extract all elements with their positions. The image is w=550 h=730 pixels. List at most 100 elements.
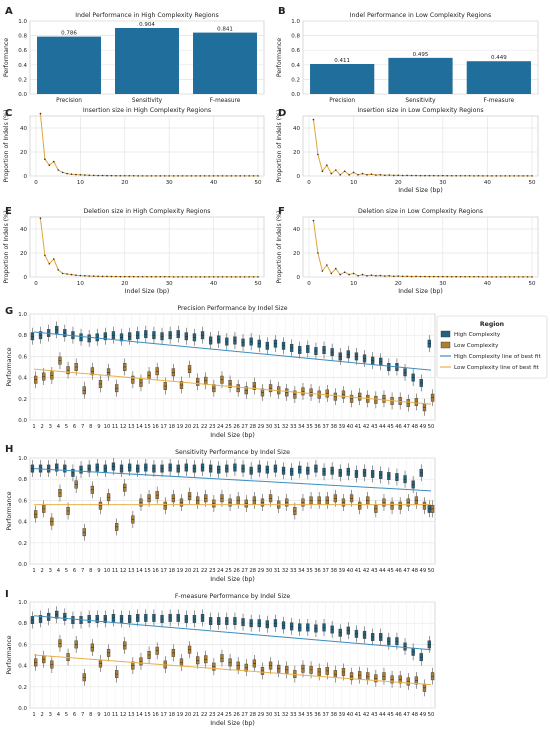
y-tick-label: 40 — [20, 126, 27, 132]
y-tick-label: 0.4 — [18, 664, 27, 670]
x-tick-label: 21 — [193, 712, 200, 718]
x-tick-label: 10 — [104, 424, 111, 430]
legend-item-label: Low Complexity — [454, 343, 499, 349]
plot-area — [29, 216, 265, 278]
data-point — [57, 269, 59, 271]
x-tick-label: 35 — [306, 424, 313, 430]
x-tick-label: 36 — [314, 568, 321, 574]
data-point — [190, 276, 193, 278]
data-point — [375, 275, 377, 277]
bar — [388, 57, 453, 94]
x-axis-label: Indel Size (bp) — [398, 187, 443, 194]
x-tick-label: 13 — [128, 424, 135, 430]
data-point — [177, 276, 179, 278]
panel-letter: E — [5, 206, 12, 217]
x-tick-label: 1 — [32, 424, 35, 430]
x-tick-label: 0 — [307, 281, 311, 287]
data-point — [163, 175, 166, 177]
y-tick-label: 1.0 — [18, 600, 27, 606]
x-tick-label: 2 — [40, 424, 43, 430]
y-tick-label: 0 — [24, 174, 28, 180]
legend-item-label: Low Complexity line of best fit — [454, 365, 540, 371]
data-point — [334, 267, 337, 270]
x-tick-label: 21 — [193, 568, 200, 574]
bar-value-label: 0.449 — [491, 55, 507, 61]
y-tick-label: 0.2 — [18, 685, 27, 691]
x-tick-label: 26 — [233, 568, 240, 574]
data-point — [410, 275, 413, 278]
data-point — [433, 275, 435, 278]
data-point — [397, 174, 400, 177]
x-axis-label: Indel Size (bp) — [210, 720, 255, 727]
x-tick-label: 14 — [136, 424, 143, 430]
x-tick-label: 20 — [121, 180, 128, 186]
data-point — [44, 254, 46, 257]
data-point — [348, 174, 350, 176]
y-tick-label: 1.0 — [291, 19, 300, 25]
data-point — [248, 175, 250, 177]
data-point — [495, 276, 498, 278]
data-point — [146, 175, 148, 177]
y-tick-label: 0.4 — [18, 63, 27, 69]
bar — [310, 63, 375, 94]
data-point — [522, 276, 524, 278]
x-tick-label: 11 — [112, 424, 119, 430]
data-point — [343, 170, 346, 172]
y-tick-label: 0.0 — [18, 92, 27, 98]
y-tick-label: 0.8 — [291, 34, 300, 40]
x-tick-label: 37 — [322, 568, 329, 574]
x-tick-label: 29 — [258, 712, 265, 718]
plot-area — [29, 457, 436, 565]
panel-title: Sensitivity Performance by Indel Size — [175, 449, 290, 456]
panel-letter: D — [278, 108, 286, 119]
data-point — [79, 274, 82, 277]
data-point — [252, 175, 255, 177]
data-point — [330, 172, 333, 175]
data-point — [495, 175, 498, 177]
legend-swatch — [440, 341, 451, 349]
data-point — [101, 275, 104, 278]
x-tick-label: 20 — [185, 424, 192, 430]
x-tick-label: 27 — [241, 568, 248, 574]
data-point — [317, 252, 319, 254]
data-point — [446, 174, 449, 177]
data-point — [92, 275, 95, 277]
data-point — [504, 175, 507, 177]
x-tick-label: 23 — [209, 424, 216, 430]
bar-value-label: 0.786 — [61, 31, 77, 37]
x-tick-label: 43 — [371, 712, 378, 718]
x-tick-label: 48 — [411, 712, 418, 718]
x-tick-label: 9 — [97, 712, 100, 718]
data-point — [97, 174, 99, 177]
y-tick-label: 20 — [293, 150, 300, 156]
data-point — [212, 175, 215, 177]
x-tick-label: 18 — [168, 424, 175, 430]
data-point — [357, 174, 359, 176]
x-tick-label: 47 — [403, 568, 410, 574]
data-point — [415, 174, 417, 177]
y-tick-label: 0.2 — [18, 77, 27, 83]
data-point — [526, 175, 529, 177]
x-tick-label: 38 — [330, 712, 337, 718]
x-tick-label: 41 — [355, 424, 362, 430]
data-point — [159, 175, 162, 177]
x-tick-label: 41 — [355, 568, 362, 574]
data-point — [491, 175, 493, 177]
panel-title: Precision Performance by Indel Size — [177, 305, 287, 312]
x-tick-label: Precision — [329, 98, 355, 104]
bar — [115, 28, 179, 95]
data-point — [392, 174, 395, 177]
x-tick-label: 22 — [201, 568, 208, 574]
data-point — [88, 275, 91, 277]
data-point — [517, 276, 520, 278]
data-point — [499, 175, 502, 177]
y-tick-label: 0.6 — [18, 354, 27, 360]
data-point — [168, 175, 170, 177]
data-point — [339, 174, 342, 176]
data-point — [433, 174, 435, 177]
y-axis-label: Proportion of Indels (%) — [3, 110, 10, 183]
x-tick-label: 30 — [266, 568, 273, 574]
x-tick-label: 19 — [177, 568, 184, 574]
data-point — [424, 275, 426, 278]
